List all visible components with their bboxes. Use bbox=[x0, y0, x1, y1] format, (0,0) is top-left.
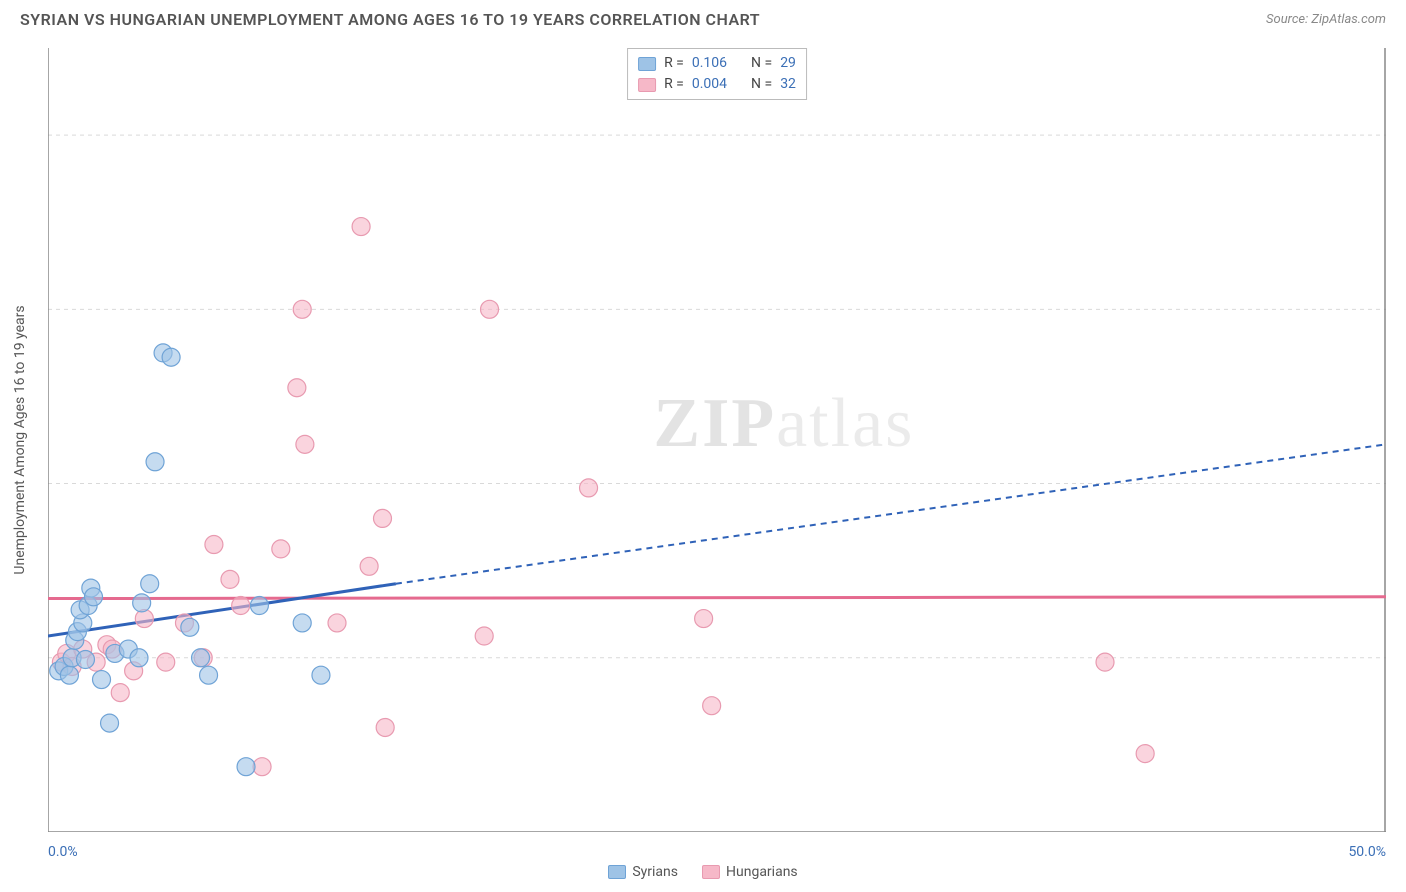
legend-label: Syrians bbox=[632, 864, 678, 880]
x-axis-max-label: 50.0% bbox=[1348, 844, 1386, 860]
swatch-blue bbox=[638, 57, 656, 71]
legend-item-hungarians: Hungarians bbox=[702, 864, 798, 880]
bottom-legend: Syrians Hungarians bbox=[0, 864, 1406, 880]
x-axis-min-label: 0.0% bbox=[48, 844, 78, 860]
swatch-blue bbox=[608, 865, 626, 879]
y-axis-label: Unemployment Among Ages 16 to 19 years bbox=[12, 305, 28, 574]
legend-item-syrians: Syrians bbox=[608, 864, 678, 880]
chart-area: Unemployment Among Ages 16 to 19 years Z… bbox=[48, 48, 1386, 832]
legend-label: Hungarians bbox=[726, 864, 798, 880]
swatch-pink bbox=[702, 865, 720, 879]
stats-row-syrians: R = 0.106 N = 29 bbox=[638, 53, 796, 74]
source-attribution: Source: ZipAtlas.com bbox=[1266, 12, 1386, 27]
swatch-pink bbox=[638, 78, 656, 92]
page-title: SYRIAN VS HUNGARIAN UNEMPLOYMENT AMONG A… bbox=[20, 10, 760, 29]
scatter-plot bbox=[48, 48, 1386, 832]
stats-row-hungarians: R = 0.004 N = 32 bbox=[638, 74, 796, 95]
stats-legend-box: R = 0.106 N = 29 R = 0.004 N = 32 bbox=[627, 48, 807, 100]
